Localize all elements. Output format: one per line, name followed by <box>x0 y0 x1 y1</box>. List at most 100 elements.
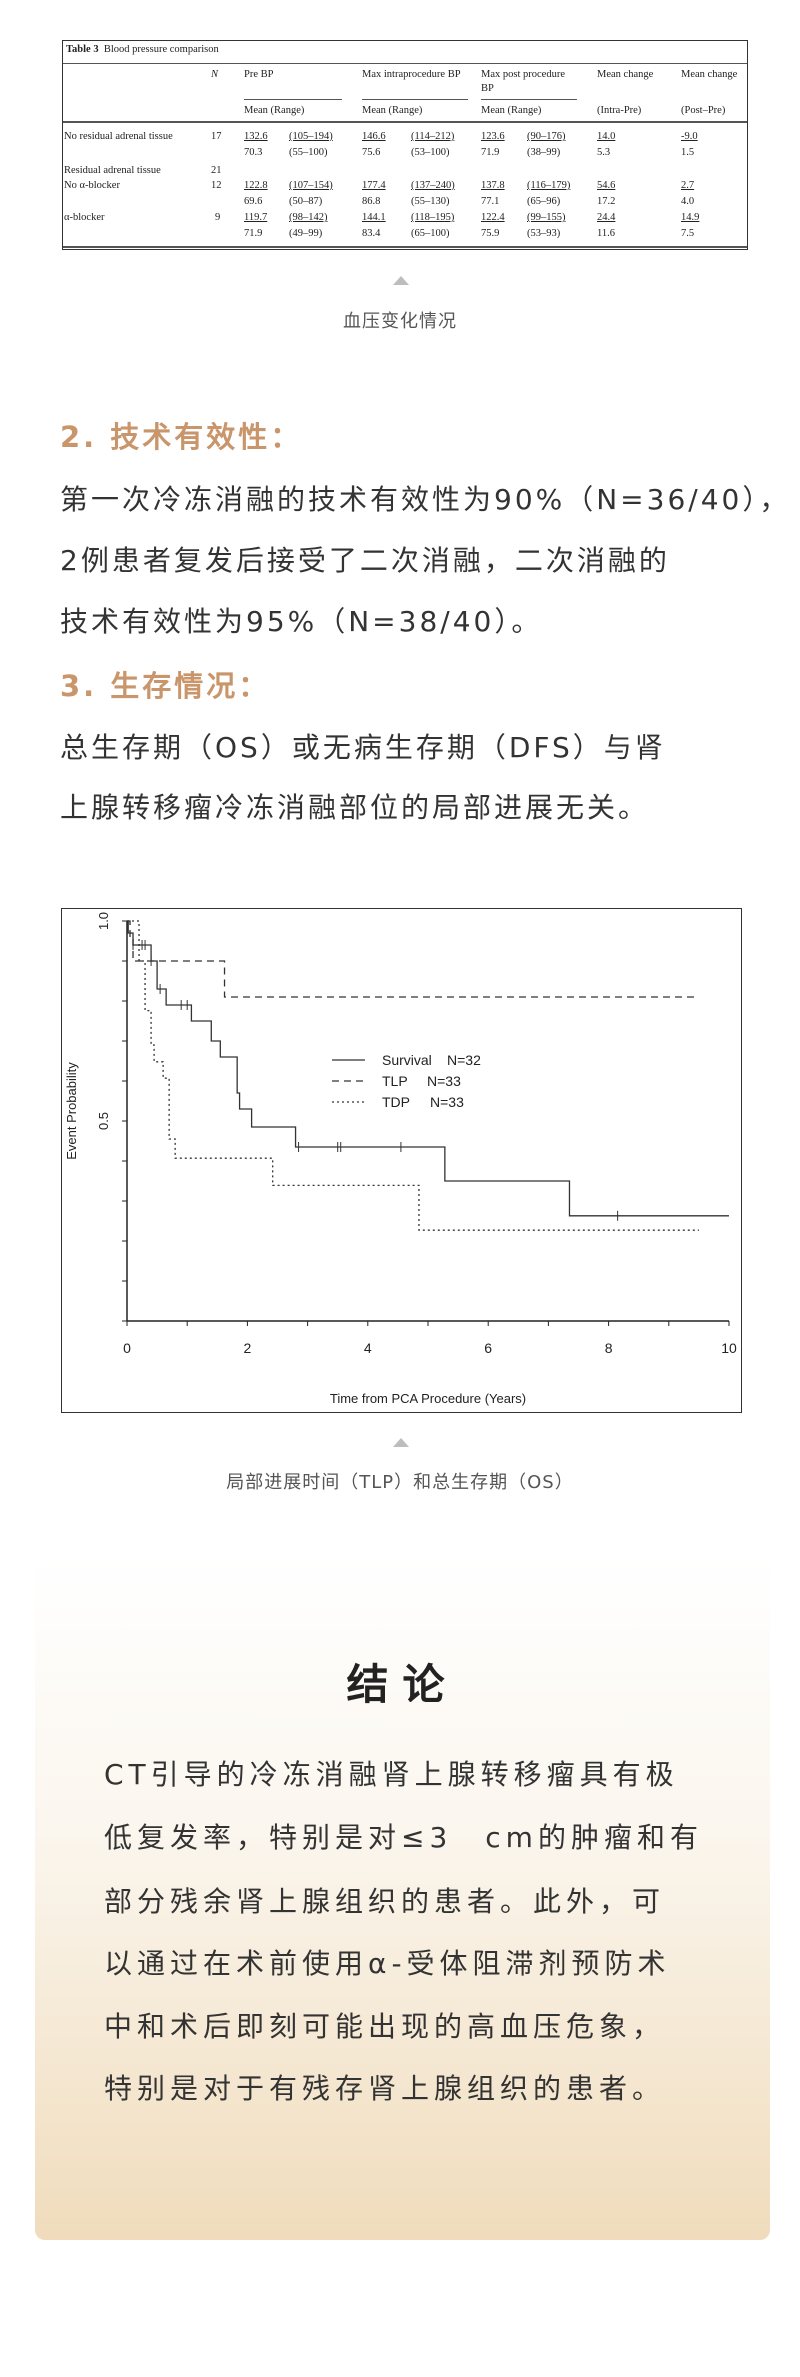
table-cell: 122.8 <box>244 180 268 191</box>
conclusion-line: 中和术后即刻可能出现的高血压危象， <box>104 2010 666 2043</box>
conclusion-line: 特别是对于有残存肾上腺组织的患者。 <box>104 2072 666 2105</box>
table-cell: 132.6 <box>244 131 268 142</box>
table-cell: (53–100) <box>411 147 450 158</box>
header-intra-bp: Max intraprocedure BP <box>362 69 461 80</box>
table-cell: 1.5 <box>681 147 695 158</box>
header-change-intra: Mean change <box>597 69 654 80</box>
row-label: Residual adrenal tissue <box>64 165 161 176</box>
row-label: α-blocker <box>64 212 105 223</box>
table-cell: (137–240) <box>411 180 455 191</box>
x-tick-label: 0 <box>123 1340 131 1356</box>
table-cell: (55–100) <box>289 147 328 158</box>
table-cell: 137.8 <box>481 180 505 191</box>
caption-arrow-icon <box>393 276 409 285</box>
table-cell: (107–154) <box>289 180 333 191</box>
conclusion-line: 部分残余肾上腺组织的患者。此外，可 <box>104 1885 666 1918</box>
legend-count: N=33 <box>430 1094 464 1110</box>
series-tdp-line <box>127 920 699 1231</box>
table-cell: 177.4 <box>362 180 386 191</box>
x-tick-label: 2 <box>244 1340 252 1356</box>
table-cell: (53–93) <box>527 228 561 239</box>
y-tick-label: 0.5 <box>96 1112 111 1130</box>
divider <box>362 99 468 100</box>
x-axis-label: Time from PCA Procedure (Years) <box>330 1391 526 1406</box>
table-cell: 83.4 <box>362 228 381 239</box>
table-cell: (118–195) <box>411 212 455 223</box>
x-tick-label: 6 <box>484 1340 492 1356</box>
subheader: Mean (Range) <box>362 105 423 116</box>
conclusion-line: CT引导的冷冻消融肾上腺转移瘤具有极 <box>104 1758 679 1791</box>
table-cell: 71.9 <box>481 147 500 158</box>
table-cell: (65–100) <box>411 228 450 239</box>
row-n: 21 <box>211 165 222 176</box>
x-tick-label: 8 <box>605 1340 613 1356</box>
table-cell: (90–176) <box>527 131 566 142</box>
table-cell: (99–155) <box>527 212 566 223</box>
table-cell: 11.6 <box>597 228 615 239</box>
conclusion-line: 低复发率，特别是对≤3 cm的肿瘤和有 <box>104 1821 703 1854</box>
conclusion-card: 结论 CT引导的冷冻消融肾上腺转移瘤具有极 低复发率，特别是对≤3 cm的肿瘤和… <box>35 1558 770 2240</box>
series-tlp-line <box>127 920 699 998</box>
table-cell: 75.6 <box>362 147 381 158</box>
legend-label: Survival <box>382 1052 432 1068</box>
conclusion-title: 结论 <box>346 1660 459 1709</box>
kaplan-meier-chart: 0 2 4 6 8 10 0.5 1.0 Event Probability Time from … <box>61 908 742 1413</box>
table-cell: 77.1 <box>481 196 500 207</box>
section-heading: 2. 技术有效性： <box>60 420 303 454</box>
table-cell: (98–142) <box>289 212 328 223</box>
table-cell: 86.8 <box>362 196 381 207</box>
legend-label: TLP <box>382 1073 408 1089</box>
paragraph-line: 2例患者复发后接受了二次消融，二次消融的 <box>60 544 670 577</box>
header-post-bp-2: BP <box>481 83 494 94</box>
divider <box>244 99 342 100</box>
header-pre-bp: Pre BP <box>244 69 274 80</box>
subheader: Mean (Range) <box>244 105 305 116</box>
y-tick-label: 1.0 <box>96 912 111 930</box>
table-cell: (65–96) <box>527 196 561 207</box>
x-tick-label: 4 <box>364 1340 372 1356</box>
table-cell: (105–194) <box>289 131 333 142</box>
legend-count: N=33 <box>427 1073 461 1089</box>
divider <box>63 63 747 64</box>
divider <box>481 99 577 100</box>
table-cell: 17.2 <box>597 196 616 207</box>
row-n: 9 <box>215 212 221 223</box>
x-tick-label: 10 <box>721 1340 737 1356</box>
table-cell: 54.6 <box>597 180 616 191</box>
legend-label: TDP <box>382 1094 410 1110</box>
table-cell: (55–130) <box>411 196 450 207</box>
chart-svg: 0 2 4 6 8 10 0.5 1.0 Event Probability Time from … <box>64 912 737 1406</box>
table-cell: 69.6 <box>244 196 263 207</box>
table-cell: (49–99) <box>289 228 323 239</box>
table-cell: 2.7 <box>681 180 695 191</box>
table-title: Table 3 Blood pressure comparison <box>66 44 219 56</box>
table-cell: 24.4 <box>597 212 616 223</box>
paragraph-line: 技术有效性为95%（N=38/40）。 <box>60 605 543 638</box>
table-cell: 144.1 <box>362 212 386 223</box>
figure-caption: 局部进展时间（TLP）和总生存期（OS） <box>226 1472 574 1493</box>
table-cell: 14.9 <box>681 212 700 223</box>
table-cell: (50–87) <box>289 196 323 207</box>
table-cell: 75.9 <box>481 228 500 239</box>
figure-caption: 血压变化情况 <box>343 311 457 332</box>
paragraph-line: 总生存期（OS）或无病生存期（DFS）与肾 <box>60 731 666 764</box>
table-cell: 123.6 <box>481 131 505 142</box>
legend-count: N=32 <box>447 1052 481 1068</box>
table-cell: 70.3 <box>244 147 263 158</box>
table-number: Table 3 <box>66 44 99 55</box>
table-cell: 122.4 <box>481 212 505 223</box>
paragraph-line: 第一次冷冻消融的技术有效性为90%（N=36/40）， <box>60 483 791 516</box>
y-axis-label: Event Probability <box>64 1062 79 1160</box>
table-cell: (114–212) <box>411 131 455 142</box>
table-cell: (38–99) <box>527 147 561 158</box>
row-label: No residual adrenal tissue <box>64 131 173 142</box>
table-cell: 119.7 <box>244 212 268 223</box>
header-n: N <box>211 69 219 80</box>
table-title-text: Blood pressure comparison <box>103 44 219 55</box>
row-n: 12 <box>211 180 222 191</box>
table-cell: 71.9 <box>244 228 263 239</box>
header-post-bp: Max post procedure <box>481 69 565 80</box>
table-cell: 7.5 <box>681 228 695 239</box>
blood-pressure-table: Table 3 Blood pressure comparison N Pre … <box>62 40 748 250</box>
conclusion-line: 以通过在术前使用α-受体阻滞剂预防术 <box>104 1947 671 1980</box>
